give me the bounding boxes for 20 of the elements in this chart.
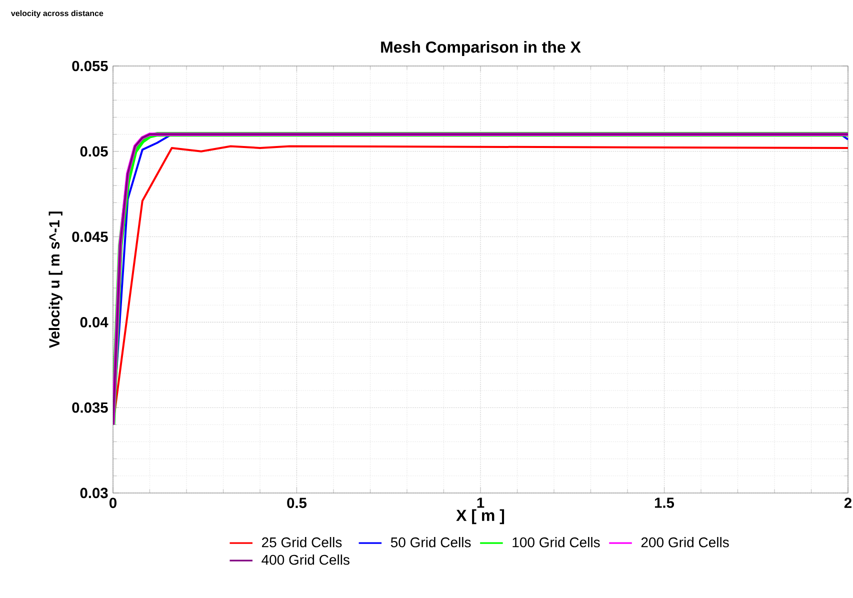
y-tick-label: 0.03 [80,488,108,498]
legend-label: 25 Grid Cells [262,537,342,548]
legend-label: 200 Grid Cells [641,537,729,548]
x-tick-label: 0.5 [287,498,307,508]
y-tick-label: 0.045 [72,232,108,242]
y-tick-label: 0.055 [72,60,108,72]
legend-label: 50 Grid Cells [390,537,471,548]
x-tick-label: 2 [844,498,852,508]
x-tick-label: 1.5 [654,498,674,508]
y-tick-label: 0.04 [80,317,108,328]
x-tick-label: 0 [110,498,116,508]
y-tick-label: 0.05 [80,146,108,157]
legend-label: 400 Grid Cells [262,554,350,565]
x-axis-title: X [ m ] [456,509,504,524]
y-tick-label: 0.035 [72,402,108,413]
text: velocity across distance [10,10,104,18]
chart-title: Mesh Comparison in the X [381,41,581,56]
y-axis-title: Velocity u [ m s^-1 ] [48,212,62,348]
x-tick-label: 1 [477,498,484,508]
legend-label: 100 Grid Cells [512,537,600,548]
